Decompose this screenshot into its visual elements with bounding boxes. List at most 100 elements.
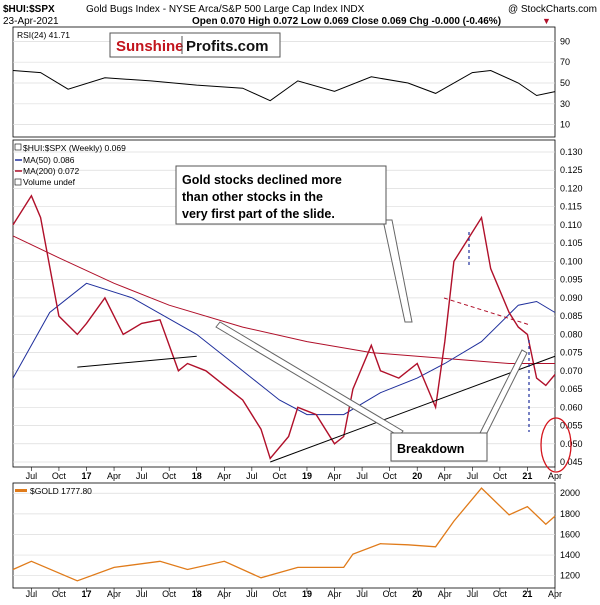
x-axis-label: Apr [328, 471, 342, 481]
callout-line-1: Gold stocks declined more [182, 173, 342, 187]
x-axis-label: 21 [522, 589, 532, 599]
x-axis-label: 18 [192, 589, 202, 599]
x-axis-label: Jul [136, 471, 148, 481]
callout-annotation: Gold stocks declined more than other sto… [175, 165, 413, 323]
x-axis-label: Jul [26, 589, 38, 599]
price-grid [13, 151, 555, 463]
price-tick-label: 0.070 [560, 366, 583, 376]
gold-tick-label: 1400 [560, 550, 580, 560]
rsi-tick-label: 10 [560, 120, 570, 130]
x-axis-label: Jul [467, 471, 479, 481]
rsi-label: RSI(24) 41.71 [17, 30, 70, 40]
price-tick-label: 0.065 [560, 384, 583, 394]
rsi-tick-label: 90 [560, 36, 570, 46]
x-axis-label: Oct [52, 589, 67, 599]
x-axis-label: Jul [467, 589, 479, 599]
price-tick-label: 0.060 [560, 402, 583, 412]
x-axis-label: Oct [383, 471, 398, 481]
rsi-panel-frame [12, 26, 556, 138]
callout-line-2: than other stocks in the [182, 190, 323, 204]
x-axis-label: 21 [522, 471, 532, 481]
x-axis-label: 19 [302, 471, 312, 481]
rsi-line [12, 69, 556, 102]
x-axis-label: 18 [192, 471, 202, 481]
chart-date: 23-Apr-2021 [3, 16, 59, 27]
callout-line-3: very first part of the slide. [182, 207, 335, 221]
gold-label: $GOLD 1777.80 [30, 486, 92, 496]
support-2016-2018-line [77, 355, 197, 368]
x-axis-label: Oct [383, 589, 398, 599]
x-axis-label: Oct [493, 589, 508, 599]
callout-pointer [382, 219, 413, 323]
rsi-tick-label: 30 [560, 99, 570, 109]
price-tick-label: 0.125 [560, 165, 583, 175]
price-tick-labels: 0.130 0.125 0.120 0.115 0.110 0.105 0.100 0.095… [560, 147, 583, 467]
price-tick-label: 0.100 [560, 256, 583, 266]
legend-price: $HUI:$SPX (Weekly) 0.069 [23, 143, 126, 153]
gold-grid [13, 492, 555, 577]
chart-description: Gold Bugs Index - NYSE Arca/S&P 500 Larg… [86, 4, 365, 15]
x-axis-label: Jul [136, 589, 148, 599]
breakdown-arrow-left [215, 321, 404, 437]
x-axis-label: Apr [217, 589, 231, 599]
gold-tick-label: 1600 [560, 529, 580, 539]
x-axis-label: 17 [81, 589, 91, 599]
gold-tick-label: 2000 [560, 488, 580, 498]
breakdown-box [390, 432, 488, 462]
breakdown-label: Breakdown [397, 442, 464, 456]
x-axis-label: Apr [548, 471, 562, 481]
x-axis-label: 19 [302, 589, 312, 599]
x-axis-label: Jul [356, 589, 368, 599]
rsi-tick-label: 50 [560, 78, 570, 88]
rsi-grid [13, 41, 555, 125]
gold-panel-frame [12, 482, 556, 589]
chart-symbol: $HUI:$SPX [3, 4, 55, 15]
gold-tick-label: 1200 [560, 571, 580, 581]
breakdown-annotation: Breakdown [215, 321, 528, 462]
x-axis-label: 17 [81, 471, 91, 481]
price-tick-label: 0.130 [560, 147, 583, 157]
legend-volume: Volume undef [23, 177, 76, 187]
x-axis-label: Oct [162, 589, 177, 599]
legend-ma200: MA(200) 0.072 [23, 166, 79, 176]
price-tick-label: 0.090 [560, 293, 583, 303]
ma200-line [12, 235, 555, 364]
x-axis-label: Jul [246, 589, 258, 599]
x-axis-label: Apr [107, 589, 121, 599]
logo-text-sunshine: Sunshine [116, 38, 184, 55]
gold-legend-swatch [15, 489, 27, 492]
dashed-ma-link [443, 297, 531, 326]
gold-tick-label: 1800 [560, 509, 580, 519]
x-axis-labels-bottom: Jul Oct 17 Apr Jul Oct 18 Apr Jul Oct 19 Apr Jul Oct 2… [26, 588, 562, 599]
x-axis-label: Apr [217, 471, 231, 481]
chart-credit: @ StockCharts.com [508, 4, 597, 15]
x-axis-label: Jul [356, 471, 368, 481]
price-tick-label: 0.085 [560, 311, 583, 321]
highlight-circle [540, 417, 572, 473]
price-tick-label: 0.095 [560, 275, 583, 285]
x-axis-label: Oct [493, 471, 508, 481]
gold-tick-labels: 2000 1800 1600 1400 1200 [560, 488, 580, 580]
price-tick-label: 0.080 [560, 329, 583, 339]
price-tick-label: 0.120 [560, 183, 583, 193]
rising-support-line [270, 355, 556, 463]
x-axis-label: 20 [412, 589, 422, 599]
x-axis-label: Oct [52, 471, 67, 481]
x-axis-label: Jul [246, 471, 258, 481]
x-axis-label: 20 [412, 471, 422, 481]
x-axis-label: Oct [272, 471, 287, 481]
price-tick-label: 0.110 [560, 220, 582, 230]
price-legend: $HUI:$SPX (Weekly) 0.069 MA(50) 0.086 MA… [14, 143, 126, 187]
sunshine-profits-logo: Sunshine Profits.com [109, 32, 281, 58]
chart-ohlc: Open 0.070 High 0.072 Low 0.069 Close 0.… [192, 16, 501, 27]
x-axis-label: Oct [162, 471, 177, 481]
x-axis-label: Jul [26, 471, 38, 481]
price-tick-label: 0.045 [560, 457, 583, 467]
price-tick-label: 0.105 [560, 238, 583, 248]
x-axis-labels-middle: Jul Oct 17 Apr Jul Oct 18 Apr Jul Oct 19 Apr Jul Oct 2… [26, 467, 562, 481]
gold-line [12, 487, 556, 582]
price-tick-label: 0.115 [560, 202, 582, 212]
price-line [12, 194, 556, 460]
